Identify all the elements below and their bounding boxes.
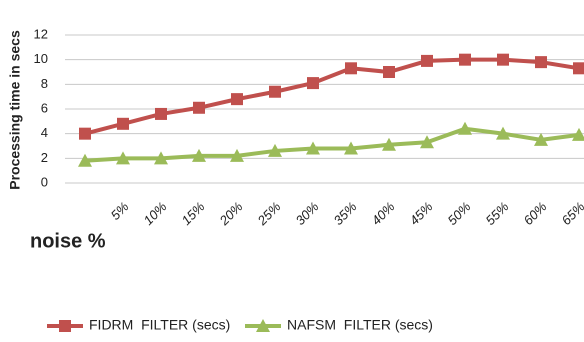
marker xyxy=(78,153,92,167)
y-tick-label: 2 xyxy=(41,150,48,165)
legend-label: NAFSM FILTER (secs) xyxy=(287,317,433,333)
x-tick-label: 30% xyxy=(293,199,322,228)
marker xyxy=(269,85,281,98)
marker xyxy=(231,93,243,106)
series-line xyxy=(84,57,580,136)
marker xyxy=(79,127,91,140)
marker xyxy=(307,77,319,90)
marker xyxy=(383,66,395,78)
x-axis-title: noise % xyxy=(30,230,106,252)
x-tick-label: 10% xyxy=(141,199,170,228)
marker xyxy=(256,319,270,332)
marker xyxy=(497,53,509,66)
legend-label: FIDRM FILTER (secs) xyxy=(89,317,230,333)
marker xyxy=(268,143,282,157)
marker xyxy=(496,126,510,140)
marker xyxy=(421,54,433,67)
x-tick-label: 60% xyxy=(521,199,550,228)
y-tick-label: 12 xyxy=(34,26,48,41)
marker xyxy=(420,135,434,149)
marker xyxy=(193,101,205,114)
marker xyxy=(117,117,129,130)
y-tick-label: 6 xyxy=(41,100,48,115)
marker xyxy=(154,151,168,165)
x-tick-label: 50% xyxy=(445,199,474,228)
series-line xyxy=(84,126,580,163)
x-tick-label: 45% xyxy=(407,199,436,228)
marker xyxy=(230,148,244,162)
y-tick-label: 10 xyxy=(34,51,48,66)
marker xyxy=(534,132,548,146)
x-tick-label: 40% xyxy=(369,199,398,228)
x-tick-label: 15% xyxy=(179,199,208,228)
y-axis-title: Processing time in secs xyxy=(7,30,23,190)
y-tick-label: 8 xyxy=(41,76,48,91)
marker xyxy=(572,127,584,141)
x-tick-label: 5% xyxy=(108,199,132,223)
marker xyxy=(535,56,547,69)
x-tick-label: 20% xyxy=(216,199,246,229)
marker xyxy=(155,107,167,120)
marker xyxy=(59,320,71,332)
x-tick-label: 25% xyxy=(254,199,284,229)
marker xyxy=(382,137,396,151)
y-tick-label: 0 xyxy=(41,174,48,189)
x-tick-label: 35% xyxy=(331,199,360,228)
marker xyxy=(459,53,471,66)
marker xyxy=(192,148,206,162)
marker xyxy=(116,151,130,165)
marker xyxy=(458,121,472,135)
marker xyxy=(344,141,358,155)
marker xyxy=(573,62,584,75)
x-tick-label: 55% xyxy=(483,199,512,228)
marker xyxy=(306,141,320,155)
x-tick-label: 65% xyxy=(559,199,584,228)
y-tick-label: 4 xyxy=(41,125,48,140)
marker xyxy=(345,62,357,75)
